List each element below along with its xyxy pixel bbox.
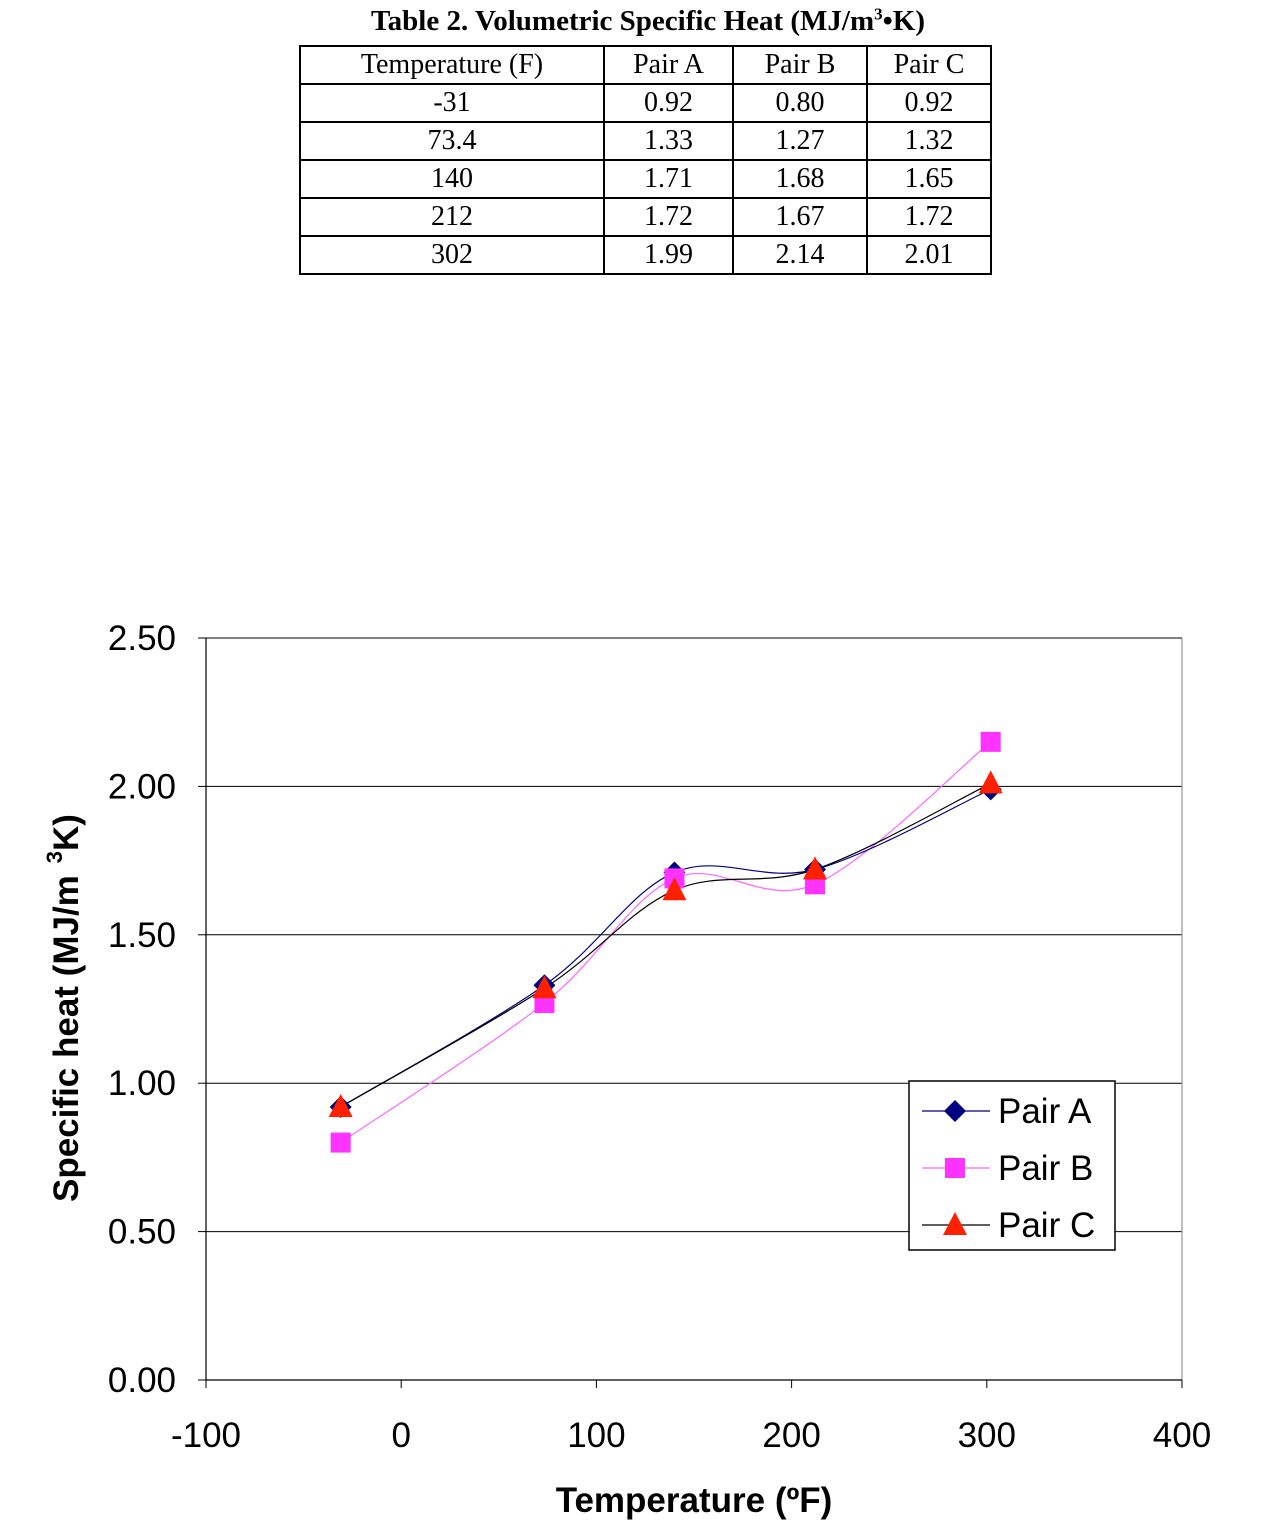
cell-temperature: 302 bbox=[299, 235, 605, 275]
legend-marker bbox=[943, 1212, 967, 1235]
table-title: Table 2. Volumetric Specific Heat (MJ/m3… bbox=[0, 4, 1280, 38]
series-layer bbox=[328, 731, 1003, 1153]
header-pair-c: Pair C bbox=[866, 45, 992, 85]
cell-pair-b: 0.80 bbox=[732, 83, 868, 123]
series-line-pair-a bbox=[340, 788, 991, 1108]
x-tick-label: 300 bbox=[958, 1416, 1016, 1455]
table-title-text: Table 2. Volumetric Specific Heat (MJ/m bbox=[370, 5, 875, 37]
legend-marker bbox=[944, 1100, 966, 1122]
table-row: 302 1.99 2.14 2.01 bbox=[299, 235, 992, 275]
y-tick-label: 1.00 bbox=[108, 1064, 176, 1103]
y-axis-title-tail: K) bbox=[47, 814, 86, 851]
legend-box bbox=[908, 1080, 1116, 1251]
legend-label: Pair C bbox=[998, 1206, 1095, 1245]
cell-pair-c: 0.92 bbox=[866, 83, 992, 123]
legend-label: Pair A bbox=[998, 1092, 1092, 1131]
cell-temperature: 140 bbox=[299, 159, 605, 199]
cell-temperature: -31 bbox=[299, 83, 605, 123]
cell-pair-c: 1.65 bbox=[866, 159, 992, 199]
grid-layer bbox=[206, 637, 1183, 1380]
table-header-row: Temperature (F) Pair A Pair B Pair C bbox=[299, 45, 992, 85]
cell-pair-b: 1.27 bbox=[732, 121, 868, 161]
series-line-pair-c bbox=[340, 782, 991, 1108]
cell-pair-a: 1.72 bbox=[603, 197, 734, 237]
x-axis-title: Temperature (ºF) bbox=[556, 1481, 833, 1520]
data-point-pair-c bbox=[978, 770, 1003, 794]
cell-pair-b: 2.14 bbox=[732, 235, 868, 275]
data-point-pair-b bbox=[330, 1132, 351, 1153]
chart-legend: Pair A Pair B Pair C bbox=[908, 1080, 1116, 1251]
cell-pair-a: 1.71 bbox=[603, 159, 734, 199]
y-tick-label: 2.00 bbox=[108, 767, 176, 806]
y-tick-label: 0.50 bbox=[108, 1213, 176, 1252]
table-row: 140 1.71 1.68 1.65 bbox=[299, 159, 992, 199]
series-line-pair-b bbox=[340, 741, 992, 1144]
table-title-superscript: 3 bbox=[874, 4, 883, 24]
cell-pair-a: 0.92 bbox=[603, 83, 734, 123]
data-point-pair-c bbox=[662, 877, 687, 901]
cell-pair-a: 1.99 bbox=[603, 235, 734, 275]
x-tick-label: 200 bbox=[762, 1416, 820, 1455]
cell-pair-c: 2.01 bbox=[866, 235, 992, 275]
cell-pair-c: 1.72 bbox=[866, 197, 992, 237]
data-point-pair-c bbox=[532, 975, 557, 999]
x-tick-label: -100 bbox=[171, 1416, 241, 1455]
header-temperature: Temperature (F) bbox=[299, 45, 605, 85]
legend-label: Pair B bbox=[998, 1149, 1093, 1188]
cell-pair-b: 1.68 bbox=[732, 159, 868, 199]
cell-pair-a: 1.33 bbox=[603, 121, 734, 161]
header-pair-b: Pair B bbox=[732, 45, 868, 85]
x-tick-label: 100 bbox=[567, 1416, 625, 1455]
y-axis-title-text: Specific heat (MJ/m bbox=[47, 875, 86, 1202]
y-axis-title: Specific heat (MJ/m 3K) bbox=[42, 814, 86, 1202]
y-axis-title-superscript: 3 bbox=[42, 851, 67, 863]
table-row: 73.4 1.33 1.27 1.32 bbox=[299, 121, 992, 161]
y-tick-label: 0.00 bbox=[108, 1361, 176, 1400]
table-row: 212 1.72 1.67 1.72 bbox=[299, 197, 992, 237]
specific-heat-table: Temperature (F) Pair A Pair B Pair C -31… bbox=[299, 45, 992, 275]
header-pair-a: Pair A bbox=[603, 45, 734, 85]
cell-pair-c: 1.32 bbox=[866, 121, 992, 161]
table-title-tail: •K) bbox=[882, 5, 925, 37]
legend-marker bbox=[945, 1158, 965, 1178]
table-row: -31 0.92 0.80 0.92 bbox=[299, 83, 992, 123]
data-point-pair-c bbox=[803, 856, 828, 880]
data-point-pair-b bbox=[980, 731, 1001, 752]
cell-pair-b: 1.67 bbox=[732, 197, 868, 237]
x-tick-label: 400 bbox=[1153, 1416, 1211, 1455]
data-point-pair-c bbox=[328, 1093, 353, 1117]
cell-temperature: 73.4 bbox=[299, 121, 605, 161]
y-tick-label: 2.50 bbox=[108, 619, 176, 658]
x-tick-label: 0 bbox=[391, 1416, 410, 1455]
cell-temperature: 212 bbox=[299, 197, 605, 237]
y-tick-label: 1.50 bbox=[108, 916, 176, 955]
tick-layer: 0.00 0.50 1.00 1.50 2.00 2.50 -100 0 100 200 300 40… bbox=[108, 619, 1211, 1455]
